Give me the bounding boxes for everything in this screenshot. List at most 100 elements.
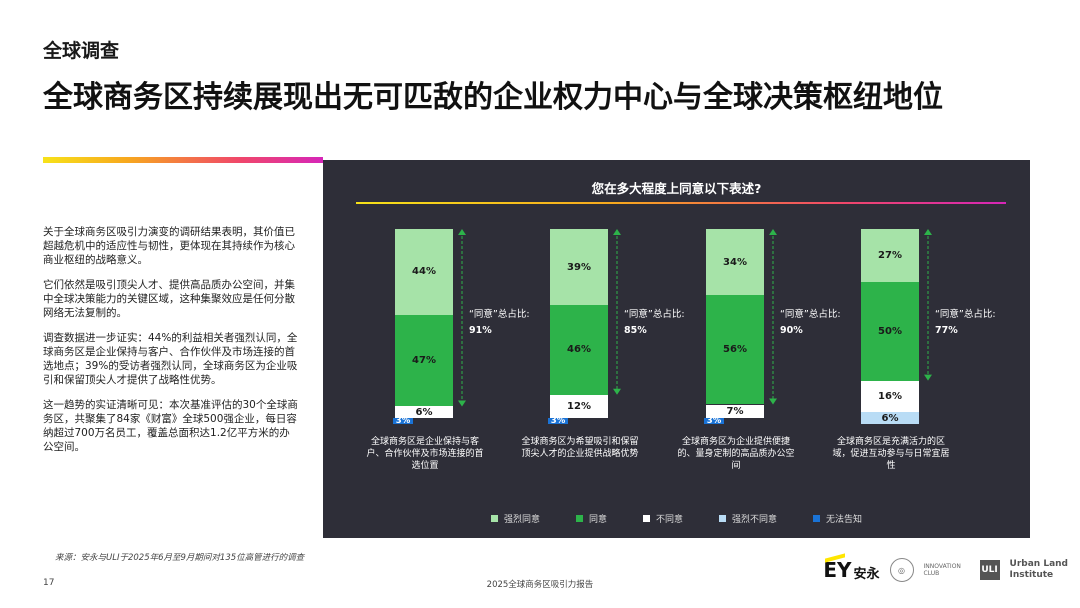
question-underline	[356, 202, 1006, 204]
uli-logo-mark: ULI	[979, 560, 1000, 580]
agree-total-label: “同意”总占比: 85%	[624, 307, 685, 339]
agree-total-caption: “同意”总占比:	[469, 309, 530, 320]
legend-swatch	[813, 515, 821, 522]
segment-label: 39%	[567, 261, 591, 273]
stacked-bar: 34% 56% 7% 3%	[704, 229, 764, 427]
page-number: 17	[43, 578, 55, 588]
arrow-head-up	[769, 229, 777, 235]
report-title: 2025全球商务区吸引力报告	[486, 580, 594, 590]
source-note: 来源：安永与ULI于2025年6月至9月期间对135位高管进行的调查	[55, 553, 305, 563]
segment-label: 6%	[415, 406, 433, 418]
segment-label: 34%	[723, 256, 747, 268]
intro-paragraph-3: 调查数据进一步证实：44%的利益相关者强烈认同，全球商务区是企业保持与客户、合作…	[43, 332, 298, 386]
segment-label: 6%	[881, 412, 899, 424]
bar-segment: 56%	[706, 295, 764, 405]
agree-total-label: “同意”总占比: 77%	[935, 307, 996, 339]
stacked-bar: 44% 47% 6% 3%	[393, 229, 453, 427]
segment-label: 50%	[878, 325, 902, 337]
legend-label: 强烈同意	[503, 515, 540, 525]
arrow-head-up	[613, 229, 621, 235]
uli-logo-line-2: Institute	[1009, 570, 1054, 580]
agree-total-caption: “同意”总占比:	[624, 309, 685, 320]
logo-strip: EY 安永 ◎ INNOVATION CLUB ULI Urban Land I…	[823, 553, 1068, 582]
category-label: 全球商务区是企业保持与客户、合作伙伴及市场连接的首选位置	[366, 437, 484, 471]
segment-label: 47%	[412, 355, 436, 367]
agree-range-arrow	[769, 229, 777, 405]
agree-total-caption: “同意”总占比:	[780, 309, 841, 320]
eyebrow-label: 全球调查	[43, 40, 120, 62]
segment-label: 3%	[706, 416, 722, 427]
segment-label: 12%	[567, 400, 591, 412]
agree-total-value: 90%	[780, 325, 803, 336]
bar-segment: 47%	[395, 314, 453, 407]
ey-logo-cn: 安永	[853, 567, 880, 582]
chart-question: 您在多大程度上同意以下表述?	[591, 181, 762, 196]
bar-segment: 27%	[861, 229, 919, 283]
arrow-head-up	[458, 229, 466, 235]
arrow-head-down	[924, 374, 932, 381]
legend-item: 不同意	[642, 512, 683, 525]
bar-segment: 7%	[706, 404, 764, 419]
category-label: 全球商务区是充满活力的区域，促进互动参与与日常宜居性	[832, 437, 950, 471]
segment-label: 44%	[412, 266, 436, 278]
segment-label: 46%	[567, 344, 591, 356]
bar-segment: 6%	[861, 412, 919, 424]
category-label: 全球商务区为希望吸引和保留顶尖人才的企业提供战略优势	[521, 437, 639, 459]
arrow-head-up	[924, 229, 932, 235]
innovation-club-label: INNOVATION CLUB	[923, 563, 961, 577]
innovation-club-icon: ◎	[889, 558, 914, 582]
arrow-head-down	[458, 400, 466, 407]
chart-panel: 您在多大程度上同意以下表述? 44% 47% 6% 3% “同意”总占比: 91% 全球商务…	[323, 160, 1030, 538]
agree-total-value: 91%	[469, 325, 492, 336]
intro-paragraph-1: 关于全球商务区吸引力演变的调研结果表明，其价值已超越危机中的适应性与韧性，更体现…	[43, 226, 295, 266]
uli-logo-line-1: Urban Land	[1009, 559, 1068, 569]
legend-swatch	[490, 515, 498, 522]
intro-text: 关于全球商务区吸引力演变的调研结果表明，其价值已超越危机中的适应性与韧性，更体现…	[43, 225, 298, 465]
legend-item: 强烈同意	[490, 512, 540, 525]
segment-label: 16%	[878, 390, 902, 402]
ey-logo-text: EY	[823, 553, 852, 582]
agree-range-arrow	[458, 229, 466, 407]
legend-swatch	[642, 515, 650, 522]
legend-label: 不同意	[655, 515, 683, 525]
bar-segment: 50%	[861, 282, 919, 381]
legend-label: 无法告知	[826, 515, 863, 525]
bar-segment: 46%	[550, 305, 608, 395]
ey-logo: EY 安永	[823, 553, 880, 582]
arrow-head-down	[613, 388, 621, 395]
bar-segment: 3%	[704, 416, 724, 427]
chart-legend: 强烈同意 同意 不同意 强烈不同意 无法告知	[323, 512, 1030, 525]
stacked-bar: 27% 50% 16% 6%	[861, 229, 919, 424]
intro-paragraph-2: 它们依然是吸引顶尖人才、提供高品质办公空间，并集中全球决策能力的关键区域，这种集…	[43, 279, 295, 319]
agree-total-value: 85%	[624, 325, 647, 336]
bar-segment: 3%	[548, 416, 568, 427]
legend-label: 强烈不同意	[732, 515, 778, 525]
uli-logo-text: Urban Land Institute	[1010, 559, 1068, 581]
page-title: 全球商务区持续展现出无可匹敌的企业权力中心与全球决策枢纽地位	[43, 80, 943, 115]
category-label: 全球商务区为企业提供便捷的、量身定制的高品质办公空间	[677, 437, 795, 471]
bar-segment: 44%	[395, 229, 453, 315]
legend-swatch	[575, 515, 583, 522]
bar-segment: 34%	[706, 229, 764, 296]
bar-segment: 12%	[550, 394, 608, 419]
arrow-head-down	[769, 398, 777, 405]
legend-item: 同意	[575, 512, 607, 525]
stacked-bar: 39% 46% 12% 3%	[548, 229, 608, 427]
legend-label: 同意	[588, 515, 607, 525]
bar-segment: 6%	[395, 406, 453, 419]
segment-label: 3%	[550, 416, 566, 427]
legend-item: 无法告知	[813, 512, 862, 525]
agree-range-arrow	[924, 229, 932, 381]
agree-range-arrow	[613, 229, 621, 395]
bar-segment: 3%	[393, 416, 413, 427]
agree-total-caption: “同意”总占比:	[935, 309, 996, 320]
agree-total-value: 77%	[935, 325, 958, 336]
segment-label: 56%	[723, 344, 747, 356]
segment-label: 27%	[878, 250, 902, 262]
segment-label: 7%	[726, 405, 744, 417]
segment-label: 3%	[395, 416, 411, 427]
intro-paragraph-4: 这一趋势的实证清晰可见：本次基准评估的30个全球商务区，共聚集了84家《财富》全…	[43, 399, 298, 453]
agree-total-label: “同意”总占比: 90%	[780, 307, 841, 339]
bar-segment: 16%	[861, 380, 919, 413]
agree-total-label: “同意”总占比: 91%	[469, 307, 530, 339]
